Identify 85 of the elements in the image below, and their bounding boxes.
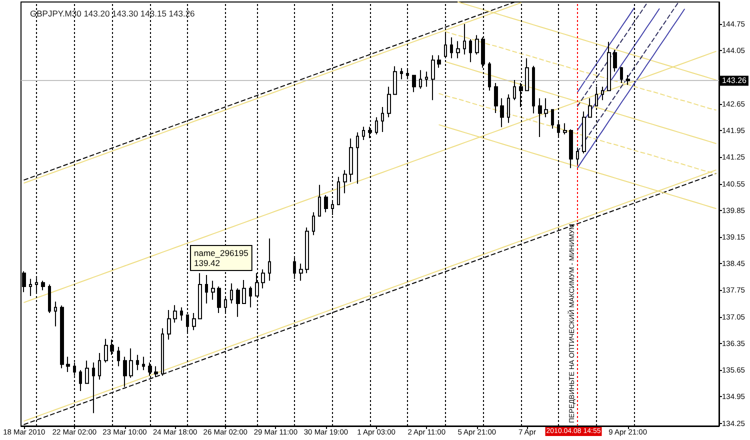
annotation: name_296195 139.42 xyxy=(194,248,249,268)
candlestick xyxy=(217,286,221,314)
candlestick xyxy=(129,348,133,378)
candlestick xyxy=(393,66,397,95)
candlestick xyxy=(532,65,535,114)
candlestick xyxy=(419,70,422,90)
candlestick xyxy=(180,306,183,322)
candlestick xyxy=(626,74,630,86)
candlestick xyxy=(563,122,567,135)
candlestick xyxy=(607,41,611,92)
candlestick xyxy=(437,54,441,68)
candlestick xyxy=(79,370,82,392)
candlestick xyxy=(375,116,378,135)
candlestick xyxy=(318,184,321,217)
line-series xyxy=(577,8,635,93)
candlestick xyxy=(198,272,202,320)
candlestick xyxy=(349,138,353,182)
candlestick xyxy=(582,111,586,154)
candlestick xyxy=(268,238,271,282)
candlestick xyxy=(305,227,309,274)
candlestick xyxy=(299,263,303,282)
candlestick xyxy=(236,288,240,318)
candlestick xyxy=(104,338,108,363)
candlestick xyxy=(551,109,554,130)
candlestick xyxy=(98,352,101,380)
candlestick xyxy=(387,86,391,118)
candlestick xyxy=(161,328,164,376)
candlestick xyxy=(85,360,89,384)
candlestick xyxy=(620,66,623,84)
candlestick xyxy=(117,346,120,367)
candlestick xyxy=(242,279,246,304)
candlestick xyxy=(431,54,435,101)
candlestick xyxy=(494,82,498,114)
candlestick xyxy=(412,74,416,93)
candlestick xyxy=(136,354,139,371)
candlestick xyxy=(356,132,359,184)
candlestick xyxy=(425,71,428,88)
candlestick xyxy=(400,68,403,80)
candlestick xyxy=(613,49,617,72)
candlestick xyxy=(92,362,95,414)
candlestick xyxy=(249,286,252,308)
candlestick xyxy=(381,106,384,133)
candlestick xyxy=(450,36,453,59)
candlestick xyxy=(173,304,177,324)
candlestick xyxy=(469,38,472,63)
candlestick xyxy=(142,356,145,371)
candlestick xyxy=(544,98,548,118)
line-series xyxy=(577,8,685,168)
candlestick xyxy=(29,278,32,296)
candlestick xyxy=(261,268,265,289)
candlestick xyxy=(167,310,171,340)
candlestick xyxy=(569,128,573,169)
candlestick xyxy=(576,147,579,166)
candlestick xyxy=(513,79,516,101)
candlestick xyxy=(230,282,233,304)
line-series xyxy=(577,3,648,107)
candlestick xyxy=(601,86,604,101)
candlestick xyxy=(456,40,460,59)
candlestick xyxy=(123,356,127,388)
candlestick xyxy=(211,280,215,300)
text: GBPJPY.M30 143.20 143.30 143.15 143.26 xyxy=(30,8,196,18)
candlestick xyxy=(588,98,592,118)
candlestick xyxy=(54,301,57,327)
candlestick xyxy=(60,304,64,369)
candlestick xyxy=(66,356,70,372)
candlestick xyxy=(488,62,491,92)
candlestick xyxy=(154,366,158,378)
candlestick xyxy=(507,94,510,124)
candlestick xyxy=(324,194,328,213)
candlestick xyxy=(192,312,196,331)
candlestick xyxy=(362,126,365,141)
ref-line-label: 143.26 xyxy=(722,76,748,86)
candlestick xyxy=(475,34,479,55)
candlestick xyxy=(41,280,45,291)
candlestick xyxy=(343,170,347,194)
line-series xyxy=(577,8,660,131)
candlestick xyxy=(337,176,340,206)
candlestick xyxy=(500,98,504,128)
candlestick xyxy=(538,98,542,138)
line-series xyxy=(577,2,679,152)
candlestick xyxy=(525,58,529,92)
candlestick xyxy=(463,24,466,55)
candlestick xyxy=(48,284,51,314)
candlestick xyxy=(205,274,208,304)
candlestick xyxy=(312,212,315,236)
